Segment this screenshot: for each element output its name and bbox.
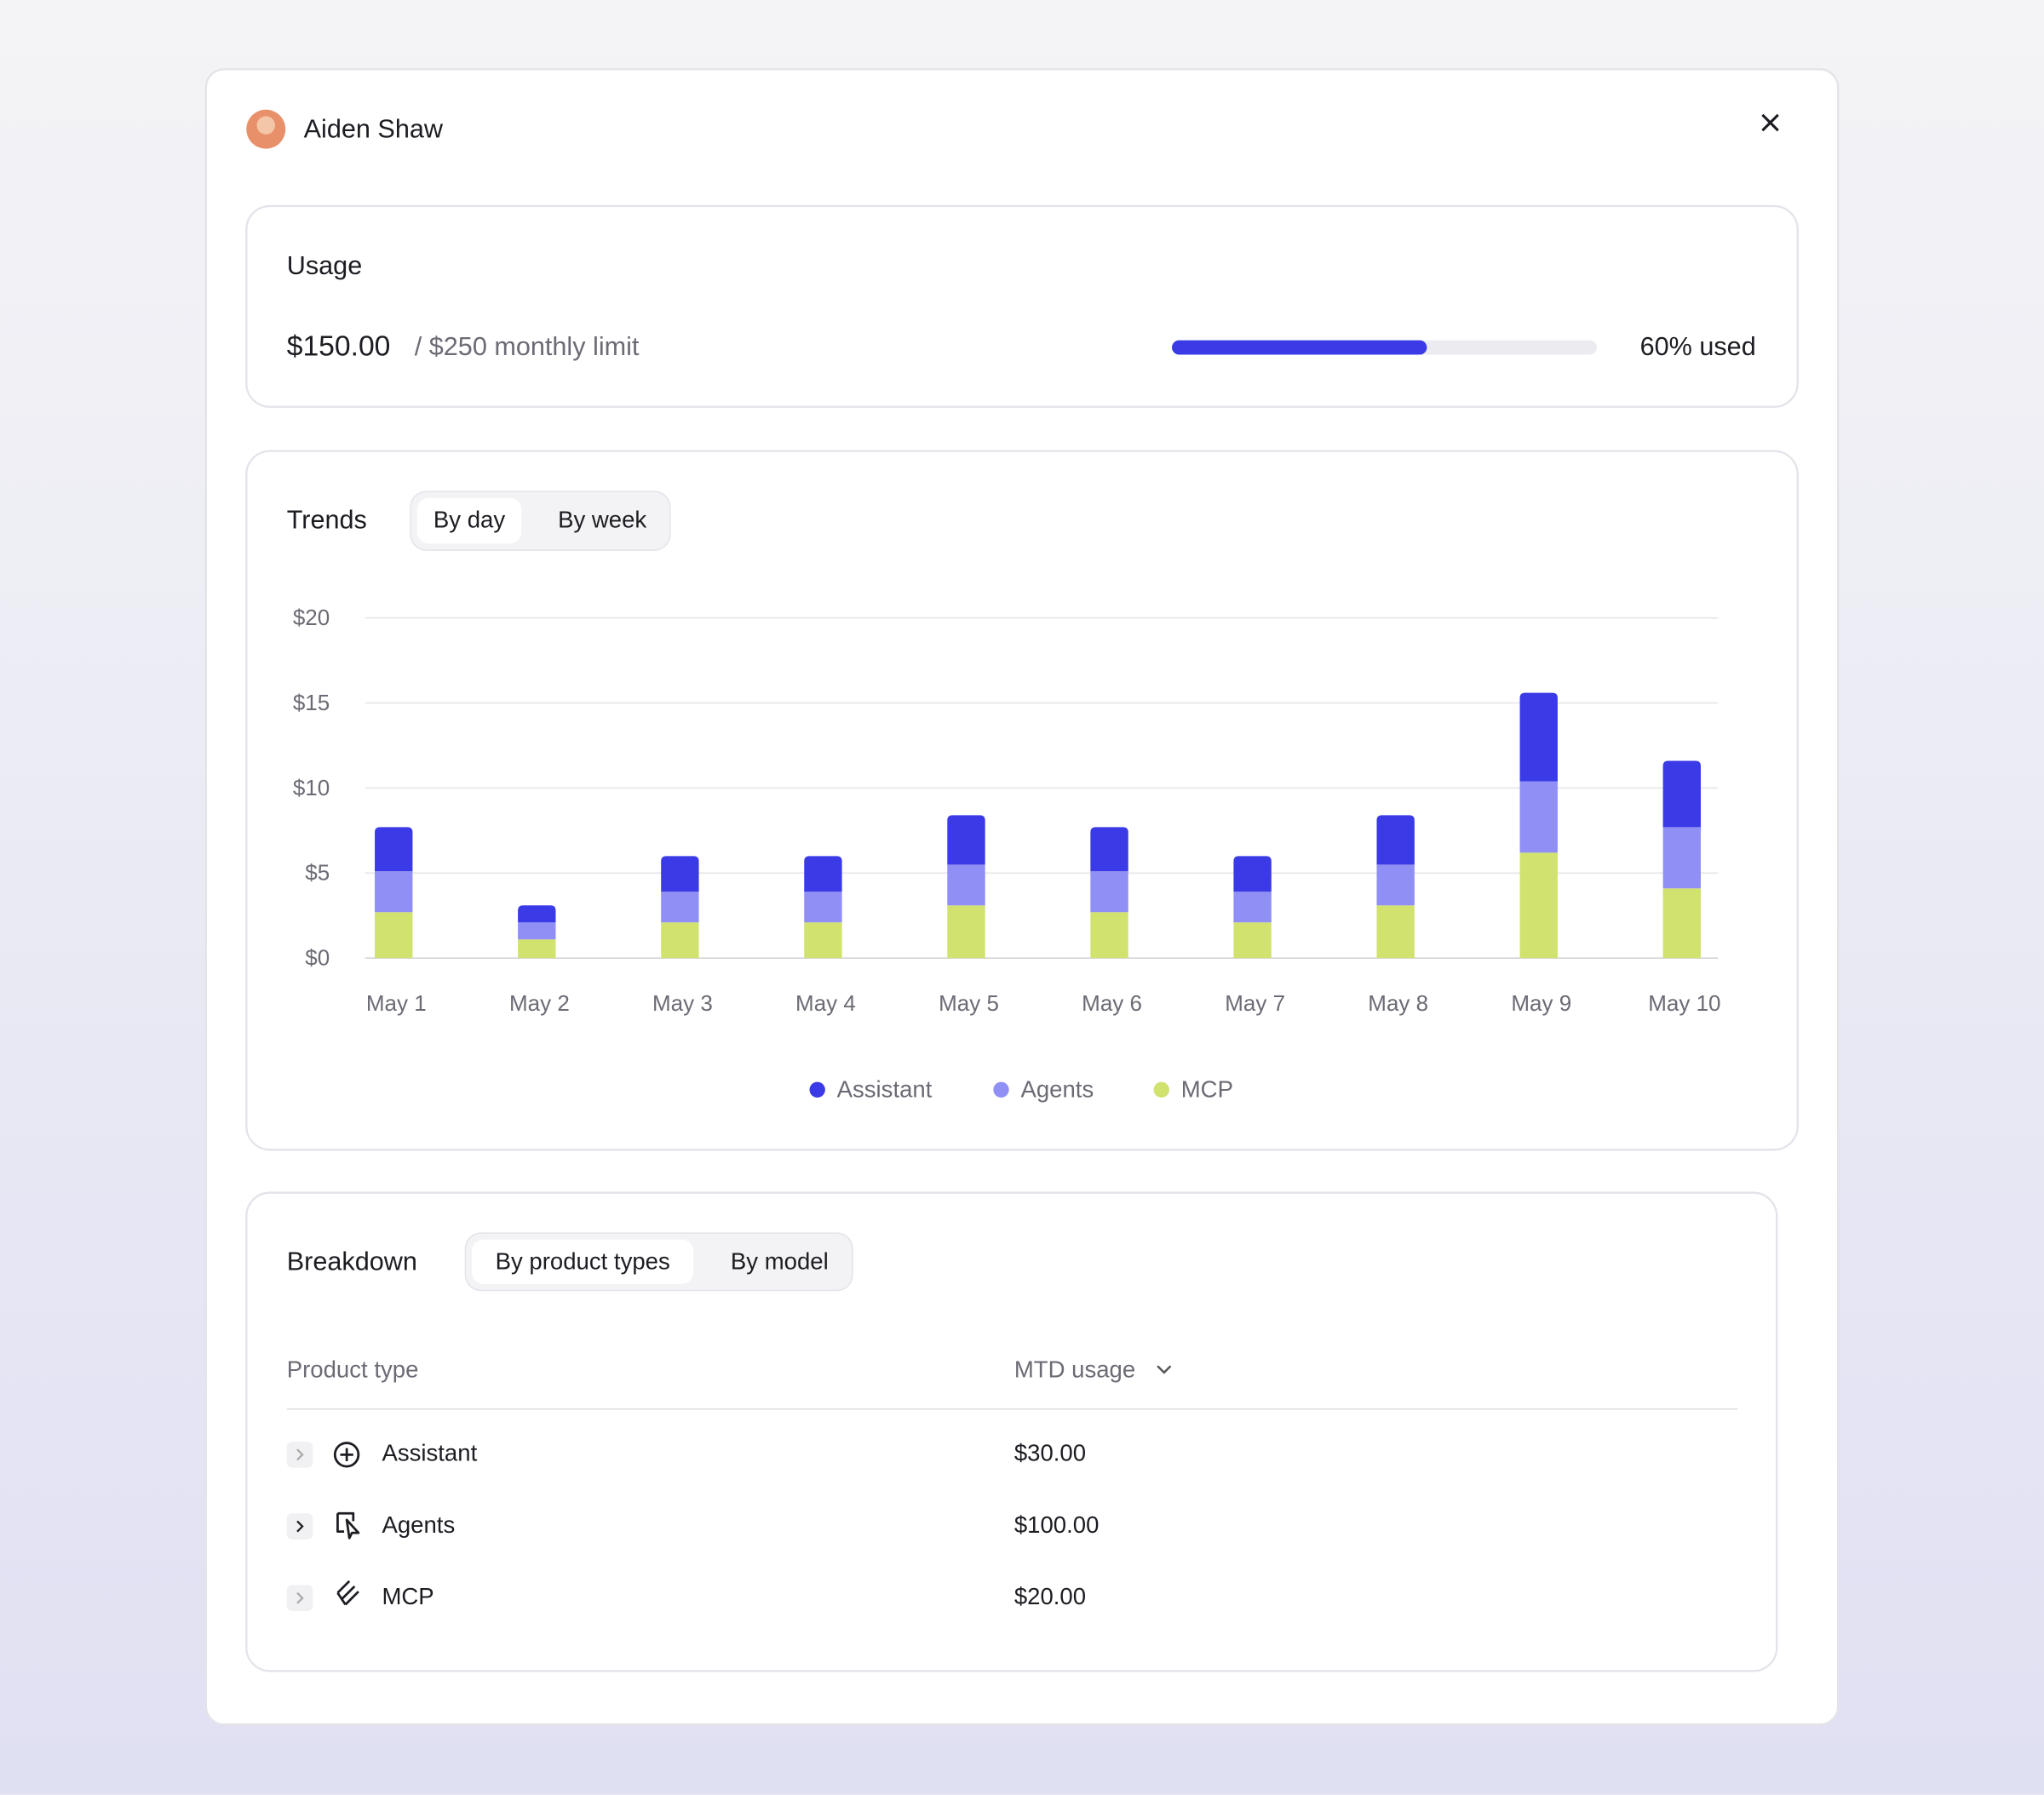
expand-chevron[interactable]: [296, 1520, 304, 1533]
toggle-active: [416, 497, 522, 544]
cell: MCP: [382, 1583, 433, 1609]
bar-segment: [1376, 905, 1415, 959]
toggle[interactable]: By week: [558, 507, 646, 533]
toggle[interactable]: By day: [433, 507, 505, 533]
expand-button[interactable]: [286, 1442, 313, 1468]
x-tick-label: May 1: [366, 990, 427, 1016]
y-tick-label: $10: [293, 775, 330, 800]
avatar-face: [256, 116, 275, 135]
bar-segment: [947, 815, 985, 865]
legend-dot: [1153, 1081, 1169, 1098]
cell: Assistant: [382, 1440, 477, 1466]
expand-button[interactable]: [286, 1585, 313, 1612]
x-tick-label: May 10: [1648, 990, 1720, 1016]
usage-title: Usage: [287, 251, 362, 280]
bar-segment: [804, 892, 842, 923]
cell: $100.00: [1014, 1511, 1100, 1538]
sort-icon[interactable]: [1157, 1365, 1172, 1374]
y-tick-label: $15: [293, 690, 330, 715]
progress-fill: [1172, 340, 1427, 355]
usage-card: [245, 204, 1799, 408]
cell: Agents: [382, 1511, 455, 1538]
expand-button[interactable]: [286, 1513, 313, 1540]
trends-title: Trends: [287, 506, 367, 535]
x-tick-label: May 8: [1368, 990, 1428, 1016]
bar-segment: [947, 864, 985, 906]
bar-segment: [1090, 827, 1128, 872]
legend-dot: [809, 1081, 825, 1098]
bar-segment: [1662, 827, 1701, 889]
cell: $30.00: [1014, 1440, 1086, 1466]
trends-card: [245, 450, 1799, 1151]
column-header[interactable]: MTD usage: [1014, 1356, 1135, 1383]
column-header: Product type: [287, 1356, 419, 1383]
user-name: Aiden Shaw: [304, 114, 444, 143]
bar-segment: [661, 892, 699, 923]
cell: $20.00: [1014, 1583, 1086, 1609]
bar-segment: [1233, 856, 1272, 892]
bar-segment: [661, 856, 699, 892]
y-tick-label: $20: [293, 605, 330, 630]
bar-segment: [375, 871, 413, 913]
bar-segment: [1519, 692, 1558, 782]
usage-limit: / $250 monthly limit: [415, 332, 640, 361]
x-tick-label: May 7: [1225, 990, 1285, 1016]
x-tick-label: May 3: [652, 990, 713, 1016]
row-icon: [336, 1580, 359, 1606]
bar-segment: [1233, 892, 1272, 923]
legend-label: Assistant: [837, 1076, 933, 1103]
y-tick-label: $5: [305, 860, 330, 886]
row-icon: [333, 1442, 360, 1468]
bar-segment: [947, 905, 985, 959]
bar-segment: [1090, 912, 1128, 959]
usage-amount: $150.00: [287, 331, 391, 363]
bar-segment: [1233, 922, 1272, 959]
bar-segment: [1090, 871, 1128, 913]
bar-segment: [804, 922, 842, 959]
y-tick-label: $0: [305, 945, 330, 971]
expand-chevron[interactable]: [296, 1591, 304, 1604]
toggle[interactable]: By product types: [496, 1248, 670, 1275]
row-icon: [336, 1511, 360, 1540]
bar-segment: [661, 922, 699, 959]
breakdown-title: Breakdown: [287, 1247, 417, 1276]
bar-segment: [375, 827, 413, 872]
legend-label: MCP: [1181, 1076, 1233, 1103]
bar-segment: [1519, 781, 1558, 853]
x-tick-label: May 9: [1511, 990, 1571, 1016]
toggle[interactable]: By model: [731, 1248, 829, 1275]
close-button[interactable]: [1761, 113, 1779, 132]
usage-percent: 60% used: [1640, 332, 1756, 361]
expand-chevron[interactable]: [296, 1448, 304, 1461]
bar-segment: [375, 912, 413, 959]
bar-segment: [1376, 864, 1415, 906]
x-tick-label: May 5: [939, 990, 999, 1016]
breakdown-card: [245, 1191, 1778, 1672]
x-tick-label: May 4: [795, 990, 856, 1016]
bar-segment: [1662, 760, 1701, 828]
x-tick-label: May 6: [1082, 990, 1142, 1016]
bar-segment: [518, 939, 556, 959]
bar-segment: [1376, 815, 1415, 865]
bar-segment: [804, 856, 842, 892]
bar-segment: [518, 922, 556, 940]
bar-segment: [1662, 888, 1701, 959]
x-tick-label: May 2: [509, 990, 570, 1016]
legend-dot: [993, 1081, 1009, 1098]
toggle-active: [472, 1239, 694, 1284]
legend-label: Agents: [1020, 1076, 1094, 1103]
bar-segment: [518, 905, 556, 923]
bar-segment: [1519, 852, 1558, 959]
